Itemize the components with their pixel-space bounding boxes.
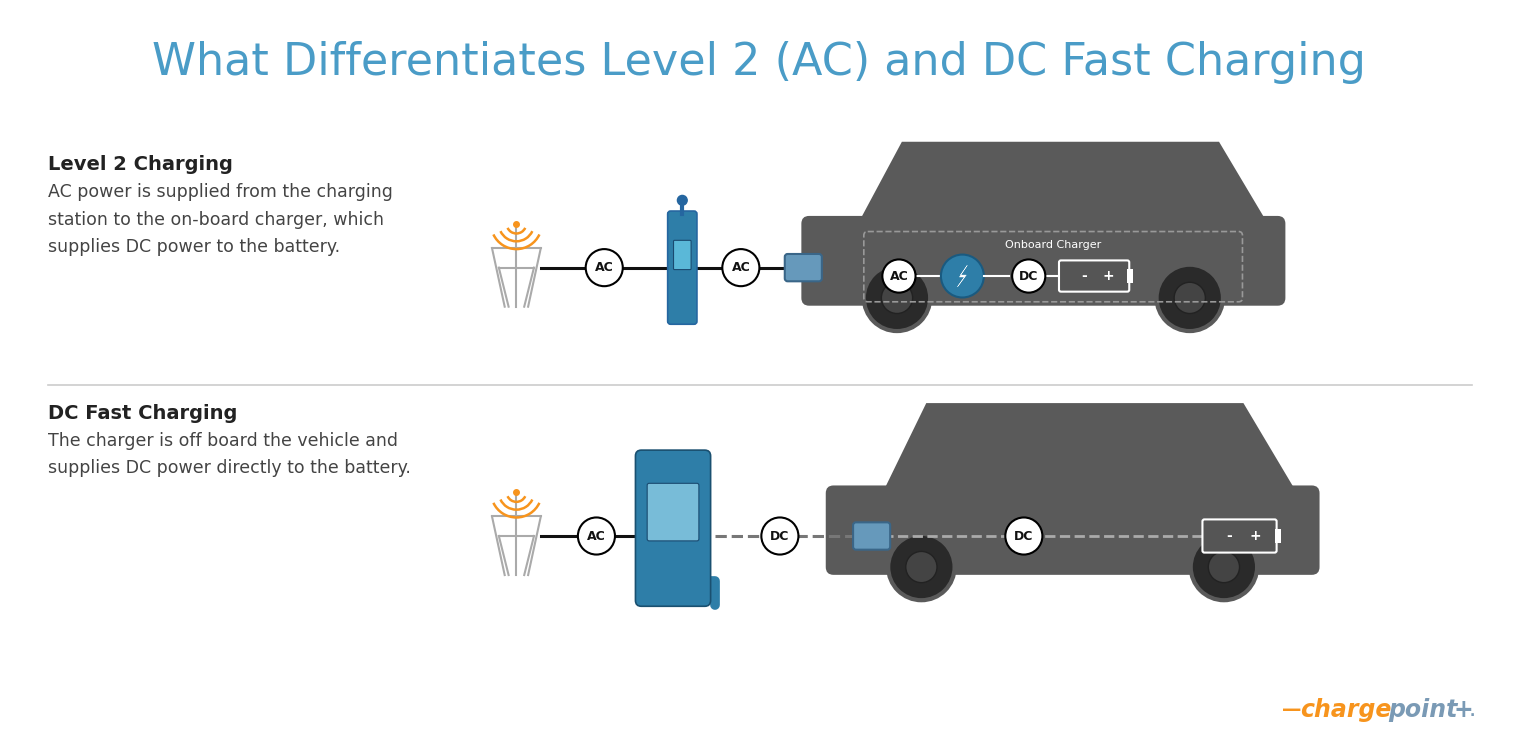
- Polygon shape: [883, 403, 1297, 494]
- Text: +: +: [1249, 529, 1261, 543]
- FancyBboxPatch shape: [668, 211, 697, 324]
- Circle shape: [1012, 259, 1045, 293]
- FancyBboxPatch shape: [826, 485, 1320, 574]
- Text: -: -: [1082, 269, 1088, 283]
- Text: -: -: [1226, 529, 1232, 543]
- Text: DC: DC: [770, 530, 790, 542]
- FancyBboxPatch shape: [635, 450, 711, 606]
- Text: AC: AC: [586, 530, 606, 542]
- FancyBboxPatch shape: [802, 216, 1285, 306]
- FancyBboxPatch shape: [647, 483, 699, 541]
- Circle shape: [586, 249, 623, 286]
- FancyBboxPatch shape: [1059, 261, 1129, 291]
- Circle shape: [761, 518, 799, 554]
- FancyBboxPatch shape: [785, 254, 822, 282]
- Circle shape: [577, 518, 615, 554]
- Circle shape: [889, 534, 954, 600]
- FancyBboxPatch shape: [1244, 231, 1282, 272]
- FancyBboxPatch shape: [1277, 500, 1317, 539]
- Polygon shape: [858, 142, 1268, 224]
- Text: What Differentiates Level 2 (AC) and DC Fast Charging: What Differentiates Level 2 (AC) and DC …: [152, 41, 1366, 84]
- Text: DC: DC: [1019, 270, 1039, 282]
- FancyBboxPatch shape: [1274, 529, 1281, 543]
- Text: The charger is off board the vehicle and
supplies DC power directly to the batte: The charger is off board the vehicle and…: [49, 431, 410, 477]
- Circle shape: [940, 255, 984, 297]
- Circle shape: [883, 259, 916, 293]
- Text: DC: DC: [1015, 530, 1033, 542]
- Text: .: .: [1470, 705, 1475, 718]
- Text: +: +: [1454, 698, 1473, 722]
- Circle shape: [1006, 518, 1042, 554]
- Circle shape: [677, 195, 687, 205]
- Text: —: —: [1282, 700, 1302, 719]
- Text: AC: AC: [595, 261, 614, 274]
- FancyBboxPatch shape: [854, 522, 890, 550]
- Text: DC Fast Charging: DC Fast Charging: [49, 404, 237, 423]
- FancyBboxPatch shape: [1127, 269, 1133, 283]
- Text: Level 2 Charging: Level 2 Charging: [49, 155, 232, 175]
- Polygon shape: [957, 265, 968, 287]
- Circle shape: [881, 282, 913, 314]
- Text: AC: AC: [890, 270, 908, 282]
- Text: AC power is supplied from the charging
station to the on-board charger, which
su: AC power is supplied from the charging s…: [49, 183, 393, 256]
- Text: AC: AC: [732, 261, 750, 274]
- Circle shape: [1208, 551, 1240, 583]
- Circle shape: [864, 264, 930, 331]
- FancyBboxPatch shape: [673, 240, 691, 270]
- Circle shape: [1191, 534, 1258, 600]
- Circle shape: [905, 551, 937, 583]
- Text: point: point: [1388, 698, 1457, 722]
- Circle shape: [723, 249, 760, 286]
- FancyBboxPatch shape: [1203, 519, 1276, 553]
- Text: Onboard Charger: Onboard Charger: [1006, 240, 1101, 250]
- Circle shape: [1156, 264, 1223, 331]
- Text: charge: charge: [1300, 698, 1391, 722]
- Text: +: +: [1103, 269, 1115, 283]
- Circle shape: [1174, 282, 1206, 314]
